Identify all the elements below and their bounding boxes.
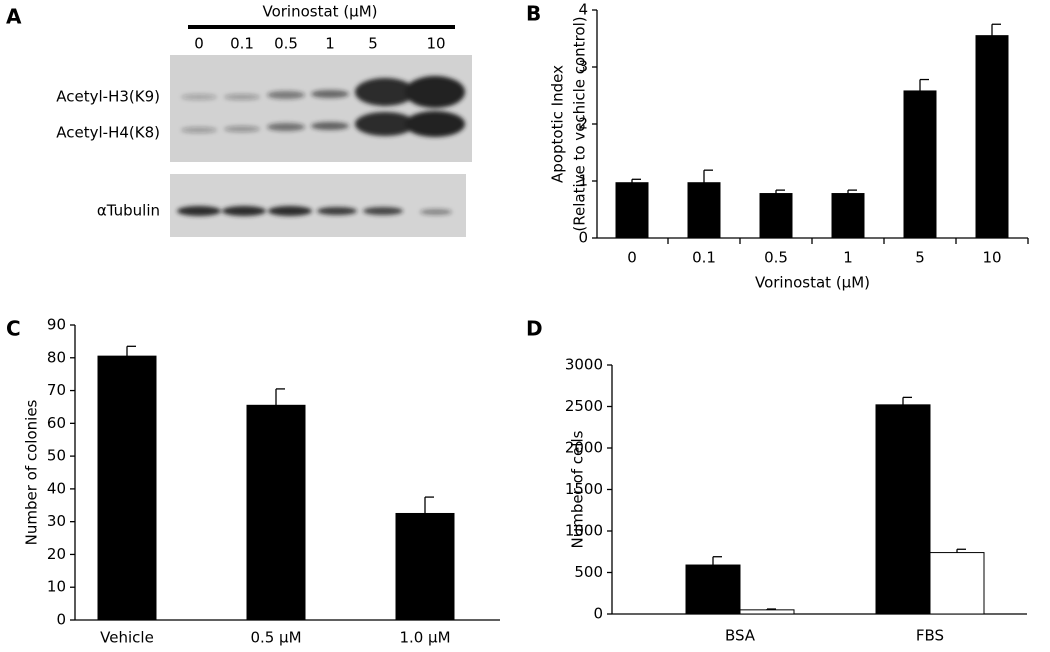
lane-label: 1 — [325, 35, 335, 53]
bar — [875, 404, 931, 615]
x-tick-label: 1.0 μM — [399, 629, 450, 647]
lane-label: 0.5 — [274, 35, 298, 53]
x-tick-label: 10 — [982, 249, 1001, 267]
x-tick-label: 0 — [627, 249, 637, 267]
x-tick-label: BSA — [725, 627, 756, 645]
panel-label: D — [526, 317, 543, 341]
y-tick-label: 2500 — [565, 397, 603, 415]
x-tick-label: 5 — [915, 249, 925, 267]
y-tick-label: 0 — [578, 229, 588, 247]
row-label: Acetyl-H4(K8) — [56, 124, 160, 142]
y-tick-label: 0 — [593, 605, 603, 623]
x-tick-label: FBS — [916, 627, 944, 645]
bar — [903, 90, 937, 239]
x-tick-label: 0.1 — [692, 249, 716, 267]
bar — [929, 552, 985, 615]
bands — [177, 76, 465, 216]
panel-label: A — [6, 5, 22, 29]
y-tick-label: 50 — [47, 447, 66, 465]
row-label: αTubulin — [97, 202, 160, 220]
y-axis-label: Number of colonies — [23, 399, 41, 545]
x-axis-label: Vorinostat (μM) — [755, 274, 870, 292]
x-tick-label: 0.5 — [764, 249, 788, 267]
blot-title: Vorinostat (μM) — [262, 3, 377, 21]
bar — [739, 609, 795, 615]
y-tick-label: 1 — [578, 172, 588, 190]
bar — [685, 564, 741, 615]
lane-label: 0.1 — [230, 35, 254, 53]
x-tick-label: 0.5 μM — [250, 629, 301, 647]
bar — [246, 404, 306, 621]
y-tick-label: 80 — [47, 348, 66, 366]
bar — [975, 35, 1009, 239]
row-label: Acetyl-H3(K9) — [56, 88, 160, 106]
y-axis-label: Number of cells — [569, 430, 587, 548]
lane-label: 0 — [194, 35, 204, 53]
bar — [615, 182, 649, 239]
lane-label: 10 — [426, 35, 445, 53]
y-tick-label: 1500 — [565, 480, 603, 498]
bar — [687, 182, 721, 239]
x-tick-label: Vehicle — [100, 629, 154, 647]
y-axis-label: (Relative to vechicle control) — [571, 16, 589, 231]
bar — [831, 193, 865, 239]
y-axis-label: Apoptotic Index — [549, 65, 567, 183]
panel-label: C — [6, 317, 21, 341]
bar — [395, 512, 455, 621]
y-tick-label: 40 — [47, 479, 66, 497]
chart-panel: 0 500 1000 1500 2000 2500 3000 BSA FBS Number of … — [565, 356, 1027, 645]
blot-panel: Vorinostat (μM) Acetyl-H3(K9) Acetyl-H4(… — [56, 3, 472, 237]
y-tick-label: 20 — [47, 545, 66, 563]
y-tick-label: 500 — [574, 563, 603, 581]
chart-panel: 0 1 2 3 4 0 0.1 0.5 1 5 10 Apoptotic Index (Relative… — [549, 1, 1029, 292]
y-tick-label: 70 — [47, 381, 66, 399]
blot-image — [170, 55, 472, 162]
panel-label: B — [526, 2, 541, 26]
y-tick-label: 2000 — [565, 439, 603, 457]
blot-image — [170, 174, 466, 237]
y-tick-label: 10 — [47, 578, 66, 596]
y-tick-label: 3 — [578, 58, 588, 76]
bar — [759, 193, 793, 239]
y-tick-label: 2 — [578, 115, 588, 133]
chart-panel: 0 10 20 30 40 50 60 70 80 90 Vehicle 0.5 μM 1.0 μM Nu… — [23, 316, 500, 647]
x-tick-label: 1 — [843, 249, 853, 267]
y-tick-label: 30 — [47, 512, 66, 530]
lane-label: 5 — [368, 35, 378, 53]
y-tick-label: 1000 — [565, 522, 603, 540]
y-tick-label: 3000 — [565, 356, 603, 374]
y-tick-label: 0 — [56, 611, 66, 629]
y-tick-label: 4 — [578, 1, 588, 19]
y-tick-label: 90 — [47, 316, 66, 334]
bar — [97, 355, 157, 621]
y-tick-label: 60 — [47, 414, 66, 432]
